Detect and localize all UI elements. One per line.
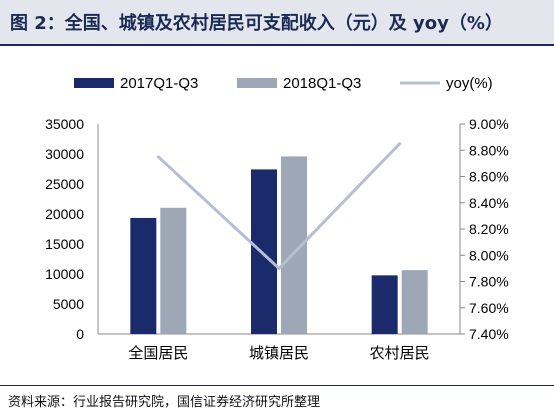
yoy-point-1 [277,266,281,270]
bar-2017-1 [251,169,277,334]
bar-2018-2 [401,270,428,334]
right-tick-label: 7.80% [469,274,509,290]
category-label: 全国居民 [128,344,188,362]
right-tick-label: 8.40% [469,195,509,211]
left-tick-label: 25000 [45,176,84,192]
yoy-line [157,142,401,270]
right-tick-label: 8.00% [469,247,509,263]
right-tick-label: 7.40% [469,326,509,342]
chart-title: 图 2：全国、城镇及农村居民可支配收入（元）及 yoy（%） [10,13,503,34]
bars [130,156,428,334]
right-axis-ticks: 7.40% 7.60% 7.80% 8.00% 8.20% 8.40% 8.60% 8.80%… [460,116,509,342]
legend-label-2017: 2017Q1-Q3 [120,75,198,92]
right-tick-label: 8.20% [469,221,509,237]
yoy-point-2 [398,142,402,146]
left-tick-label: 20000 [45,206,84,222]
left-tick-label: 5000 [53,296,84,312]
source-note: 资料来源：行业报告研究院，国信证券经济研究所整理 [8,395,321,410]
category-labels: 全国居民 城镇居民 农村居民 [128,344,429,362]
right-tick-label: 8.80% [469,142,509,158]
bar-2017-2 [371,275,398,334]
right-tick-label: 8.60% [469,169,509,185]
source-divider [0,385,554,386]
right-tick-label: 7.60% [469,300,509,316]
left-tick-label: 35000 [45,116,84,132]
legend-label-yoy: yoy(%) [446,75,493,92]
legend-swatch-2018 [237,78,277,88]
left-tick-label: 0 [76,326,84,342]
left-tick-label: 15000 [45,236,84,252]
left-tick-label: 10000 [45,266,84,282]
yoy-line-layer [156,142,402,270]
right-tick-label: 9.00% [469,116,509,132]
left-tick-label: 30000 [45,146,84,162]
legend-label-2018: 2018Q1-Q3 [283,75,361,92]
legend: 2017Q1-Q3 2018Q1-Q3 yoy(%) [74,75,493,92]
yoy-point-0 [156,155,160,159]
income-chart: 2017Q1-Q3 2018Q1-Q3 yoy(%) 0 5000 10000 150… [45,75,509,362]
bar-2018-0 [160,207,187,334]
legend-swatch-2017 [74,78,114,88]
bar-2017-0 [130,217,157,334]
title-bar: 图 2：全国、城镇及农村居民可支配收入（元）及 yoy（%） [0,0,554,46]
category-label: 农村居民 [370,344,430,362]
left-axis-ticks: 0 5000 10000 15000 20000 25000 30000 35000 [45,116,84,342]
category-label: 城镇居民 [249,344,309,362]
